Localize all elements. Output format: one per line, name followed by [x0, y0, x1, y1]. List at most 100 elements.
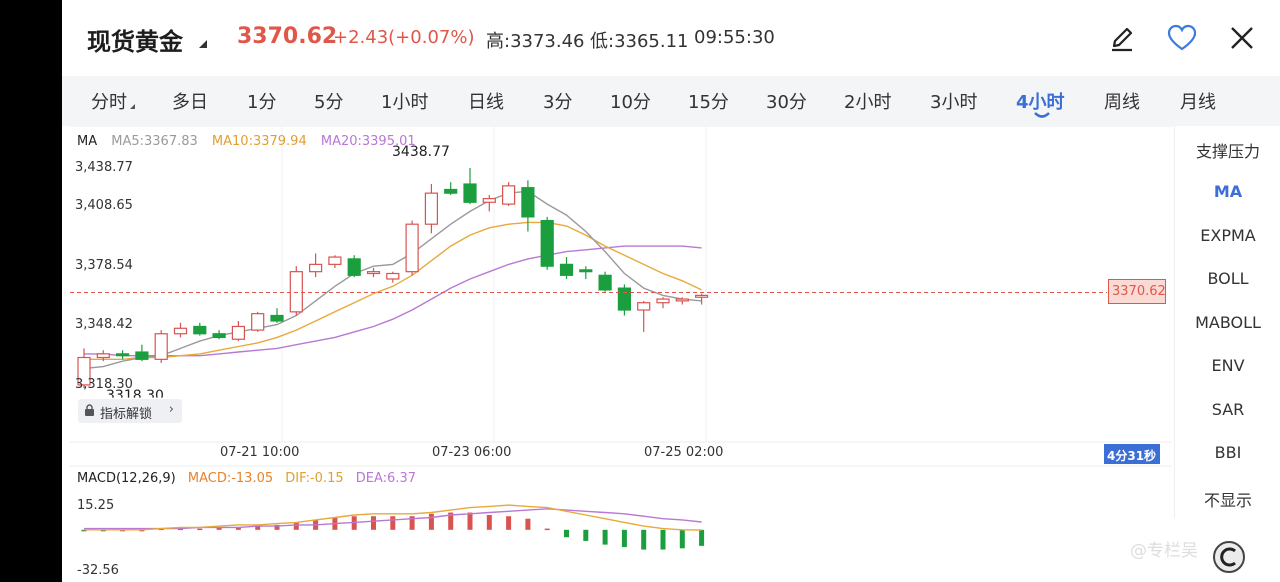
macd-bar: [216, 527, 222, 530]
candle-body: [598, 274, 612, 291]
macd-bar: [641, 529, 647, 550]
macd-bar: [235, 527, 241, 530]
heart-icon[interactable]: [1166, 22, 1198, 54]
macd-bar: [621, 529, 627, 548]
lock-icon: [85, 404, 94, 416]
indicator-sar[interactable]: SAR: [1211, 400, 1245, 419]
candle-body: [154, 333, 168, 360]
macd-value: MACD:-13.05: [187, 471, 274, 486]
candle-body: [694, 294, 709, 298]
tab-1min[interactable]: 1分: [247, 92, 277, 113]
macd-bar: [390, 516, 396, 530]
tab-3hour[interactable]: 3小时: [930, 92, 978, 113]
indicator-bbi[interactable]: BBI: [1214, 443, 1242, 462]
candle-body: [231, 325, 245, 340]
settings-icon[interactable]: [1209, 540, 1249, 574]
candle-body: [482, 198, 496, 203]
tab-10min[interactable]: 10分: [610, 92, 651, 113]
macd-bar: [274, 524, 280, 530]
indicator-ma[interactable]: MA: [1213, 182, 1243, 201]
min-price-annotation: 3318.30: [106, 388, 164, 404]
edit-icon[interactable]: [1106, 22, 1138, 54]
tab-1hour[interactable]: 1小时: [381, 92, 429, 113]
candle-body: [617, 287, 632, 311]
macd-bar: [544, 528, 550, 531]
dea-line: [84, 508, 702, 530]
candle-body: [366, 271, 381, 275]
macd-bar: [293, 522, 299, 530]
ma-label: MA: [77, 134, 98, 149]
x-tick: 07-23 06:00: [432, 445, 512, 460]
candle-body: [328, 256, 342, 265]
tab-weekly[interactable]: 周线: [1104, 92, 1140, 113]
tab-multiday[interactable]: 多日: [172, 92, 208, 113]
tab-2hour[interactable]: 2小时: [844, 92, 892, 113]
indicator-panel: 支撑压力 MA EXPMA BOLL MABOLL ENV SAR BBI 不显…: [1174, 126, 1280, 518]
tab-monthly[interactable]: 月线: [1180, 92, 1216, 113]
last-price: 3370.62: [237, 24, 338, 49]
macd-y-max: 15.25: [77, 498, 115, 513]
macd-bar: [255, 526, 261, 530]
candle-body: [463, 183, 477, 203]
max-price-annotation: 3438.77: [392, 144, 450, 160]
tab-30min[interactable]: 30分: [766, 92, 807, 113]
indicator-env[interactable]: ENV: [1211, 356, 1245, 375]
macd-y-min: -32.56: [77, 563, 119, 578]
candle-body: [289, 271, 303, 313]
candle-body: [521, 187, 535, 218]
period-tabs: 分时 多日 1分 5分 1小时 日线 3分 10分 15分 30分 2小时 3小…: [62, 76, 1280, 126]
macd-bar: [100, 529, 106, 532]
macd-bar: [564, 529, 569, 538]
active-tab-indicator-icon: [1034, 112, 1050, 118]
candle-body: [212, 333, 226, 339]
tab-15min[interactable]: 15分: [688, 92, 729, 113]
candle-body: [424, 192, 438, 225]
close-icon[interactable]: [1226, 22, 1258, 54]
price-change: +2.43(+0.07%): [333, 27, 475, 48]
unlock-indicator-button[interactable]: 指标解锁 ›: [78, 399, 182, 423]
indicator-maboll[interactable]: MABOLL: [1195, 313, 1261, 332]
quote-time: 09:55:30: [694, 27, 775, 48]
candle-body: [579, 269, 593, 273]
candle-body: [386, 272, 400, 280]
y-tick: 3,348.42: [75, 317, 133, 332]
day-high: 高:3373.46: [486, 31, 585, 52]
candle-body: [135, 351, 149, 360]
macd-bar: [158, 528, 164, 531]
indicator-hide[interactable]: 不显示: [1203, 491, 1252, 510]
macd-bar: [81, 529, 87, 532]
indicator-expma[interactable]: EXPMA: [1200, 226, 1256, 245]
day-low: 低:3365.11: [590, 31, 689, 52]
tab-daily[interactable]: 日线: [468, 92, 504, 113]
macd-bar: [120, 529, 126, 532]
tab-fenshi[interactable]: 分时: [91, 92, 127, 113]
candle-countdown: 4分31秒: [1104, 444, 1160, 464]
candle-body: [637, 302, 651, 311]
macd-bar: [660, 529, 666, 550]
watermark: @专栏吴: [1130, 541, 1198, 561]
tab-5min[interactable]: 5分: [314, 92, 344, 113]
candle-body: [115, 353, 130, 357]
macd-bar: [371, 516, 376, 530]
instrument-switch-caret-icon[interactable]: [199, 40, 207, 48]
x-tick: 07-25 02:00: [644, 445, 724, 460]
macd-bar: [506, 516, 512, 530]
ma20-value: MA20:3395.01: [320, 134, 416, 149]
candle-body: [675, 298, 689, 302]
kline-chart[interactable]: [62, 126, 1172, 582]
current-price-tag: 3370.62: [1108, 279, 1166, 304]
macd-bar: [197, 528, 203, 531]
dif-value: DIF:-0.15: [285, 471, 344, 486]
candle-body: [347, 258, 361, 276]
indicator-support-resistance[interactable]: 支撑压力: [1195, 142, 1260, 161]
indicator-boll[interactable]: BOLL: [1207, 269, 1249, 288]
instrument-title[interactable]: 现货黄金: [87, 28, 183, 56]
ma5-value: MA5:3367.83: [111, 134, 198, 149]
macd-bar: [679, 529, 685, 549]
ma10-value: MA10:3379.94: [211, 134, 307, 149]
ma20-line: [84, 245, 702, 357]
macd-legend[interactable]: MACD(12,26,9) MACD:-13.05 DIF:-0.15 DEA:…: [77, 471, 424, 486]
tab-3min[interactable]: 3分: [543, 92, 573, 113]
macd-bar: [602, 529, 608, 545]
tab-4hour[interactable]: 4小时: [1016, 92, 1065, 113]
